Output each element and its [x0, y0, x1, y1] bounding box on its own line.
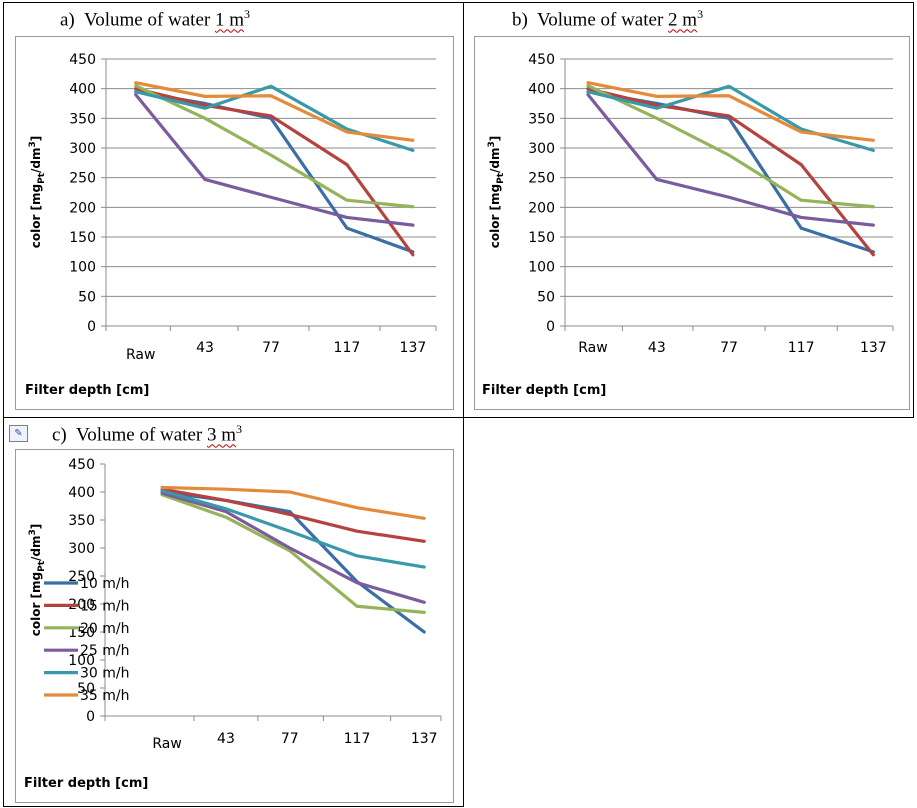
y-tick-label: 0 [546, 319, 555, 335]
series-line [586, 92, 875, 227]
y-tick-label: 450 [528, 52, 555, 68]
series-line [134, 87, 415, 257]
y-tick-label: 50 [78, 289, 96, 305]
table-border-left [3, 2, 4, 807]
series-line [586, 81, 875, 142]
y-tick-label: 150 [69, 230, 96, 246]
series-line [134, 92, 415, 227]
y-tick-label: 200 [68, 597, 95, 613]
y-tick-label: 450 [68, 457, 95, 473]
series-line [134, 84, 415, 209]
legend-label: 15 m/h [80, 598, 130, 614]
comment-icon[interactable]: ✎ [9, 425, 28, 442]
y-tick-label: 350 [68, 513, 95, 529]
series-line [134, 81, 415, 142]
y-tick-label: 200 [528, 200, 555, 216]
series-line [586, 84, 875, 209]
chart-svg: 0 50 100 150 200 250 300 350 400 450 Raw 43 77 117 137… [25, 52, 437, 398]
legend-label: 25 m/h [80, 643, 130, 659]
y-axis-label: color [mgPt/dm3] [487, 136, 506, 249]
chart-b: 0 50 100 150 200 250 300 350 400 450 Raw 43 77 117 137… [474, 36, 910, 410]
title-label: Volume of water [537, 9, 664, 31]
y-tick-label: 100 [68, 653, 95, 669]
y-tick-label: 50 [77, 681, 95, 697]
x-tick-label: 117 [788, 340, 815, 356]
title-label: Volume of water [75, 424, 203, 446]
y-tick-label: 0 [86, 709, 95, 725]
x-tick-label: 77 [720, 340, 738, 356]
title-prefix: c) [52, 424, 67, 446]
x-axis-label: Filter depth [cm] [24, 776, 148, 791]
x-axis-label: Filter depth [cm] [482, 383, 606, 398]
x-tick-label: 137 [400, 340, 427, 356]
y-tick-label: 400 [68, 485, 95, 501]
x-tick-label: 43 [217, 731, 235, 747]
x-tick-label: 137 [411, 731, 438, 747]
y-tick-label: 250 [528, 171, 555, 187]
legend-label: 20 m/h [80, 621, 130, 637]
y-tick-label: 100 [69, 260, 96, 276]
legend-label: 35 m/h [80, 688, 130, 704]
x-tick-label: 43 [196, 340, 214, 356]
x-tick-label: 137 [860, 340, 887, 356]
y-tick-label: 200 [69, 200, 96, 216]
cell-title-a: a) Volume of water 1 m3 [60, 7, 250, 31]
title-sup: 3 [244, 7, 251, 21]
x-axis-label: Filter depth [cm] [25, 383, 149, 398]
series-line [160, 487, 426, 543]
series-line [160, 489, 426, 569]
table-border-bottom [3, 806, 464, 807]
y-axis-label: color [mgPt/dm3] [28, 524, 47, 637]
y-tick-label: 250 [68, 569, 95, 585]
x-tick-label: 117 [344, 731, 371, 747]
series-line [160, 485, 426, 520]
title-prefix: b) [512, 9, 528, 31]
x-tick-label: Raw [152, 736, 181, 752]
y-tick-label: 450 [69, 52, 96, 68]
title-volume: 3 m [206, 424, 237, 446]
x-tick-label: Raw [126, 347, 155, 363]
x-tick-label: Raw [578, 340, 607, 356]
table-border-mid [3, 417, 914, 418]
y-tick-label: 400 [69, 82, 96, 98]
series-line [134, 90, 415, 254]
y-tick-label: 300 [68, 541, 95, 557]
title-prefix: a) [60, 9, 75, 31]
legend-label: 10 m/h [80, 576, 130, 592]
series-line [160, 493, 426, 614]
cell-title-b: b) Volume of water 2 m3 [512, 7, 703, 31]
title-volume: 1 m [214, 9, 245, 31]
y-tick-label: 300 [69, 141, 96, 157]
chart-c: 0 50 100 150 200 250 300 350 400 450 Raw 43 77 117 137… [15, 449, 454, 803]
y-tick-label: 50 [537, 289, 555, 305]
table-border-top [3, 2, 914, 3]
chart-svg: 0 50 100 150 200 250 300 350 400 450 Raw 43 77 117 137… [482, 52, 894, 398]
title-label: Volume of water [83, 9, 211, 31]
cell-title-c: c) Volume of water 3 m3 [52, 422, 242, 446]
x-tick-label: 43 [648, 340, 666, 356]
table-border-right [913, 2, 914, 418]
title-sup: 3 [236, 422, 243, 436]
title-volume: 2 m [668, 9, 698, 31]
series-line [586, 87, 875, 257]
y-tick-label: 100 [528, 260, 555, 276]
y-tick-label: 350 [69, 111, 96, 127]
title-sup: 3 [697, 7, 704, 21]
y-tick-label: 300 [528, 141, 555, 157]
y-tick-label: 0 [87, 319, 96, 335]
x-tick-label: 77 [281, 731, 299, 747]
x-tick-label: 117 [334, 340, 361, 356]
legend-label: 30 m/h [80, 666, 130, 682]
y-tick-label: 350 [528, 111, 555, 127]
chart-a: 0 50 100 150 200 250 300 350 400 450 Raw 43 77 117 137… [15, 36, 454, 410]
y-tick-label: 150 [528, 230, 555, 246]
series-line [160, 491, 426, 604]
table-border-center [463, 2, 464, 807]
y-tick-label: 250 [69, 171, 96, 187]
x-tick-label: 77 [262, 340, 280, 356]
y-axis-label: color [mgPt/dm3] [28, 136, 47, 249]
y-tick-label: 400 [528, 82, 555, 98]
